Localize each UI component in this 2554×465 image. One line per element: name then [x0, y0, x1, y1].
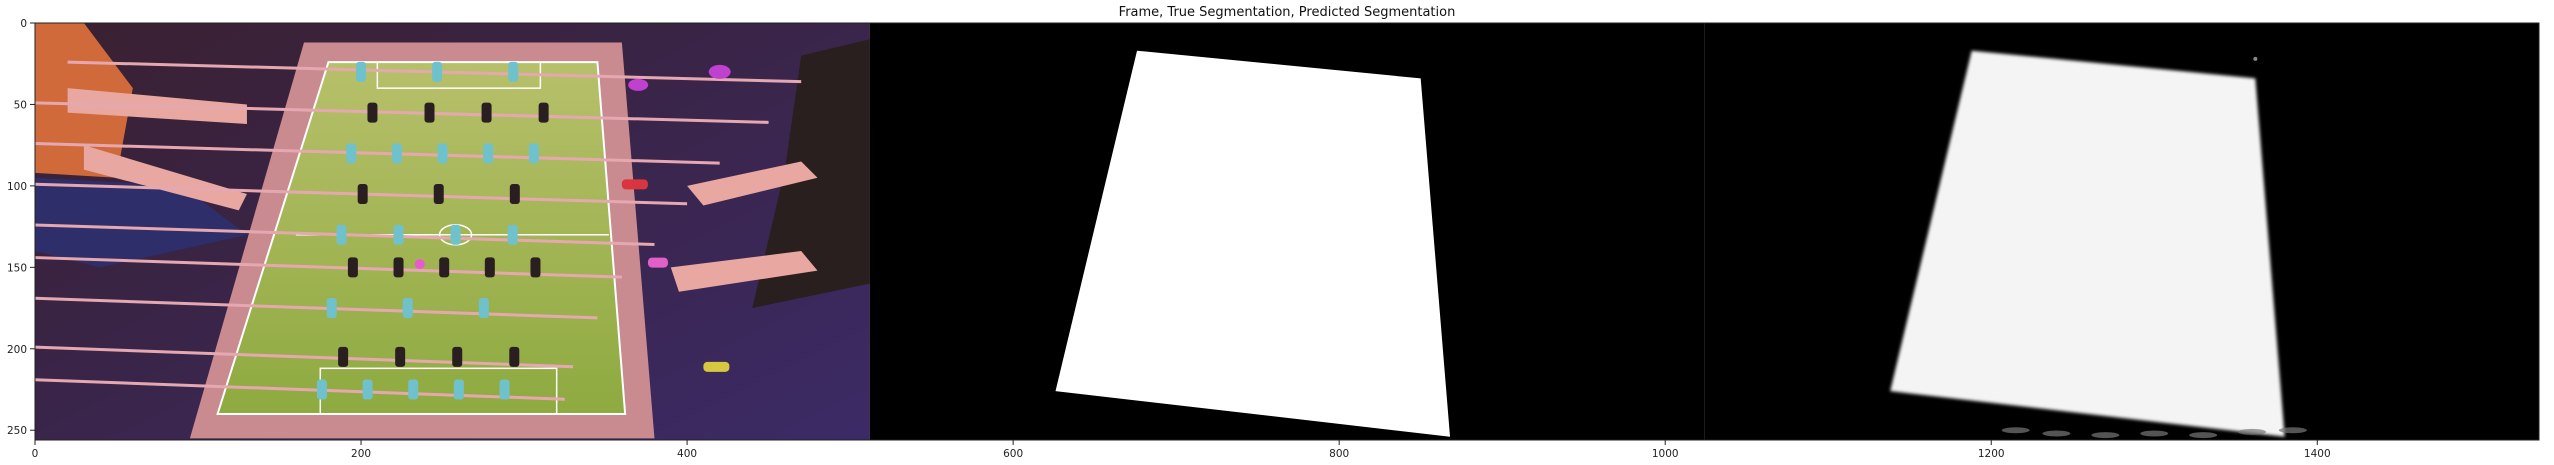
foosman	[483, 143, 494, 164]
plot-area	[34, 22, 2540, 441]
predicted-segmentation-panel	[1704, 23, 2539, 440]
foosman	[439, 257, 450, 278]
foosman	[336, 224, 347, 245]
rod	[34, 142, 720, 165]
foosman	[408, 379, 419, 400]
y-tick-label: 100	[7, 181, 27, 193]
x-tick-label: 1000	[1652, 448, 1679, 460]
y-tick-label: 50	[14, 99, 27, 111]
rod	[34, 378, 565, 401]
axes-frame	[34, 22, 2540, 441]
foosman	[538, 102, 549, 123]
x-axis: 0 200 400 600 800 1000 1200 1400	[32, 440, 2331, 460]
foosman	[326, 298, 337, 319]
true-segmentation-panel	[869, 23, 1705, 440]
x-tick-label: 400	[677, 448, 697, 460]
frame-panel	[34, 23, 870, 440]
right-arm-2	[670, 251, 818, 292]
foosman	[393, 257, 404, 278]
foosman	[452, 346, 463, 367]
y-tick-label: 200	[7, 344, 27, 356]
foosman	[528, 143, 539, 164]
x-tick-label: 200	[351, 448, 371, 460]
shoe	[708, 64, 731, 79]
y-axis: 0 50 100 150 200 250	[7, 18, 35, 437]
foosman	[362, 379, 373, 400]
handle-red	[621, 179, 648, 190]
foosman	[509, 184, 520, 205]
noise-blob	[2042, 430, 2071, 437]
predicted-mask-region	[1890, 50, 2285, 437]
handle-pink	[647, 257, 668, 268]
foosman	[484, 257, 495, 278]
y-tick-label: 250	[7, 425, 27, 437]
x-tick-label: 1400	[2304, 448, 2331, 460]
foosman	[391, 143, 402, 164]
foosman	[508, 61, 519, 82]
y-tick-label: 150	[7, 262, 27, 274]
noise-blob	[2238, 428, 2267, 435]
foosman	[507, 224, 518, 245]
foosman	[424, 102, 435, 123]
foosman	[478, 298, 489, 319]
foosman	[453, 379, 464, 400]
noise-blob	[2189, 432, 2218, 439]
foosman	[367, 102, 378, 123]
rod	[34, 101, 769, 124]
shoe	[628, 78, 649, 91]
noise-blob	[2140, 430, 2169, 437]
foosman	[357, 184, 368, 205]
foosman	[499, 379, 510, 400]
x-tick-label: 600	[1003, 448, 1023, 460]
ball	[414, 259, 425, 270]
y-tick-label: 0	[20, 18, 27, 30]
foosman	[509, 346, 520, 367]
rod	[34, 256, 622, 279]
right-arm	[687, 161, 818, 206]
foosman	[395, 346, 406, 367]
foosman	[450, 224, 461, 245]
foosman	[432, 61, 443, 82]
foosman	[402, 298, 413, 319]
noise-speck	[2253, 56, 2258, 61]
noise-blob	[2091, 432, 2120, 439]
noise-blob	[2278, 427, 2307, 434]
foosman	[433, 184, 444, 205]
player-shorts	[35, 177, 247, 268]
handle-yellow	[703, 361, 730, 372]
chart-title: Frame, True Segmentation, Predicted Segm…	[1119, 5, 1456, 20]
predicted-mask-noise	[2001, 56, 2307, 439]
foosman	[316, 379, 327, 400]
true-mask-region	[1055, 50, 1451, 437]
left-arm-2	[83, 145, 247, 211]
foosman	[356, 61, 367, 82]
foosman	[530, 257, 541, 278]
foosman	[437, 143, 448, 164]
noise-blob	[2001, 427, 2030, 434]
rod	[34, 296, 598, 320]
x-tick-label: 800	[1329, 448, 1349, 460]
foosman	[346, 143, 357, 164]
foosman	[481, 102, 492, 123]
foosman	[347, 257, 358, 278]
rod	[34, 345, 574, 369]
x-tick-label: 1200	[1978, 448, 2005, 460]
foosball-scene	[34, 23, 870, 439]
foosman	[393, 224, 404, 245]
foosman	[338, 346, 349, 367]
x-tick-label: 0	[32, 448, 39, 460]
